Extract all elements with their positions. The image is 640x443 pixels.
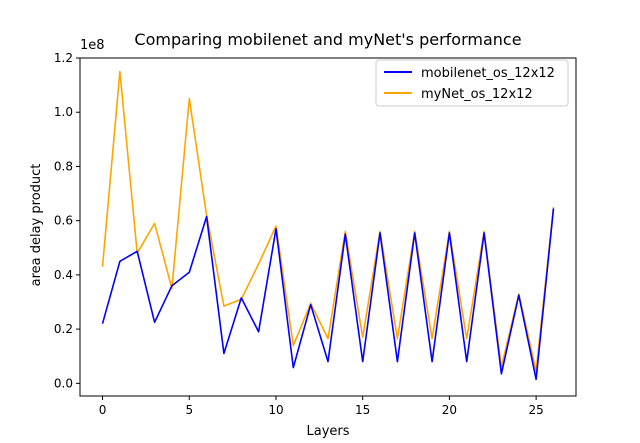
x-tick-label: 5 xyxy=(185,403,193,417)
legend-label-mobilenet: mobilenet_os_12x12 xyxy=(421,66,555,81)
x-tick-label: 15 xyxy=(355,403,370,417)
ticks-layer: 0 5 10 15 20 25 0.0 0.2 0.4 0.6 0.8 1.0 1.2 xyxy=(54,51,544,417)
series-layer xyxy=(101,70,555,381)
y-tick-label: 0.2 xyxy=(54,322,73,336)
y-tick-label: 0.0 xyxy=(54,376,73,390)
series-line-mynet xyxy=(101,70,555,372)
axes-frame xyxy=(79,57,577,397)
plot-area xyxy=(80,58,576,396)
y-offset-label: 1e8 xyxy=(80,38,105,53)
x-axis-label: Layers xyxy=(306,424,349,439)
x-tick-label: 20 xyxy=(442,403,457,417)
y-tick-label: 1.0 xyxy=(54,105,73,119)
y-tick-label: 0.6 xyxy=(54,214,73,228)
legend-box xyxy=(375,59,569,107)
y-tick-label: 1.2 xyxy=(54,51,73,65)
legend-label-mynet: myNet_os_12x12 xyxy=(421,87,533,102)
chart-title: Comparing mobilenet and myNet's performa… xyxy=(134,30,521,49)
x-tick-label: 10 xyxy=(268,403,283,417)
y-axis-label: area delay product xyxy=(29,164,44,287)
y-tick-label: 0.8 xyxy=(54,159,73,173)
legend: mobilenet_os_12x12 myNet_os_12x12 xyxy=(375,59,569,107)
series-line-mobilenet xyxy=(101,208,555,381)
y-tick-label: 0.4 xyxy=(54,268,73,282)
x-tick-label: 0 xyxy=(99,403,107,417)
x-tick-label: 25 xyxy=(528,403,543,417)
